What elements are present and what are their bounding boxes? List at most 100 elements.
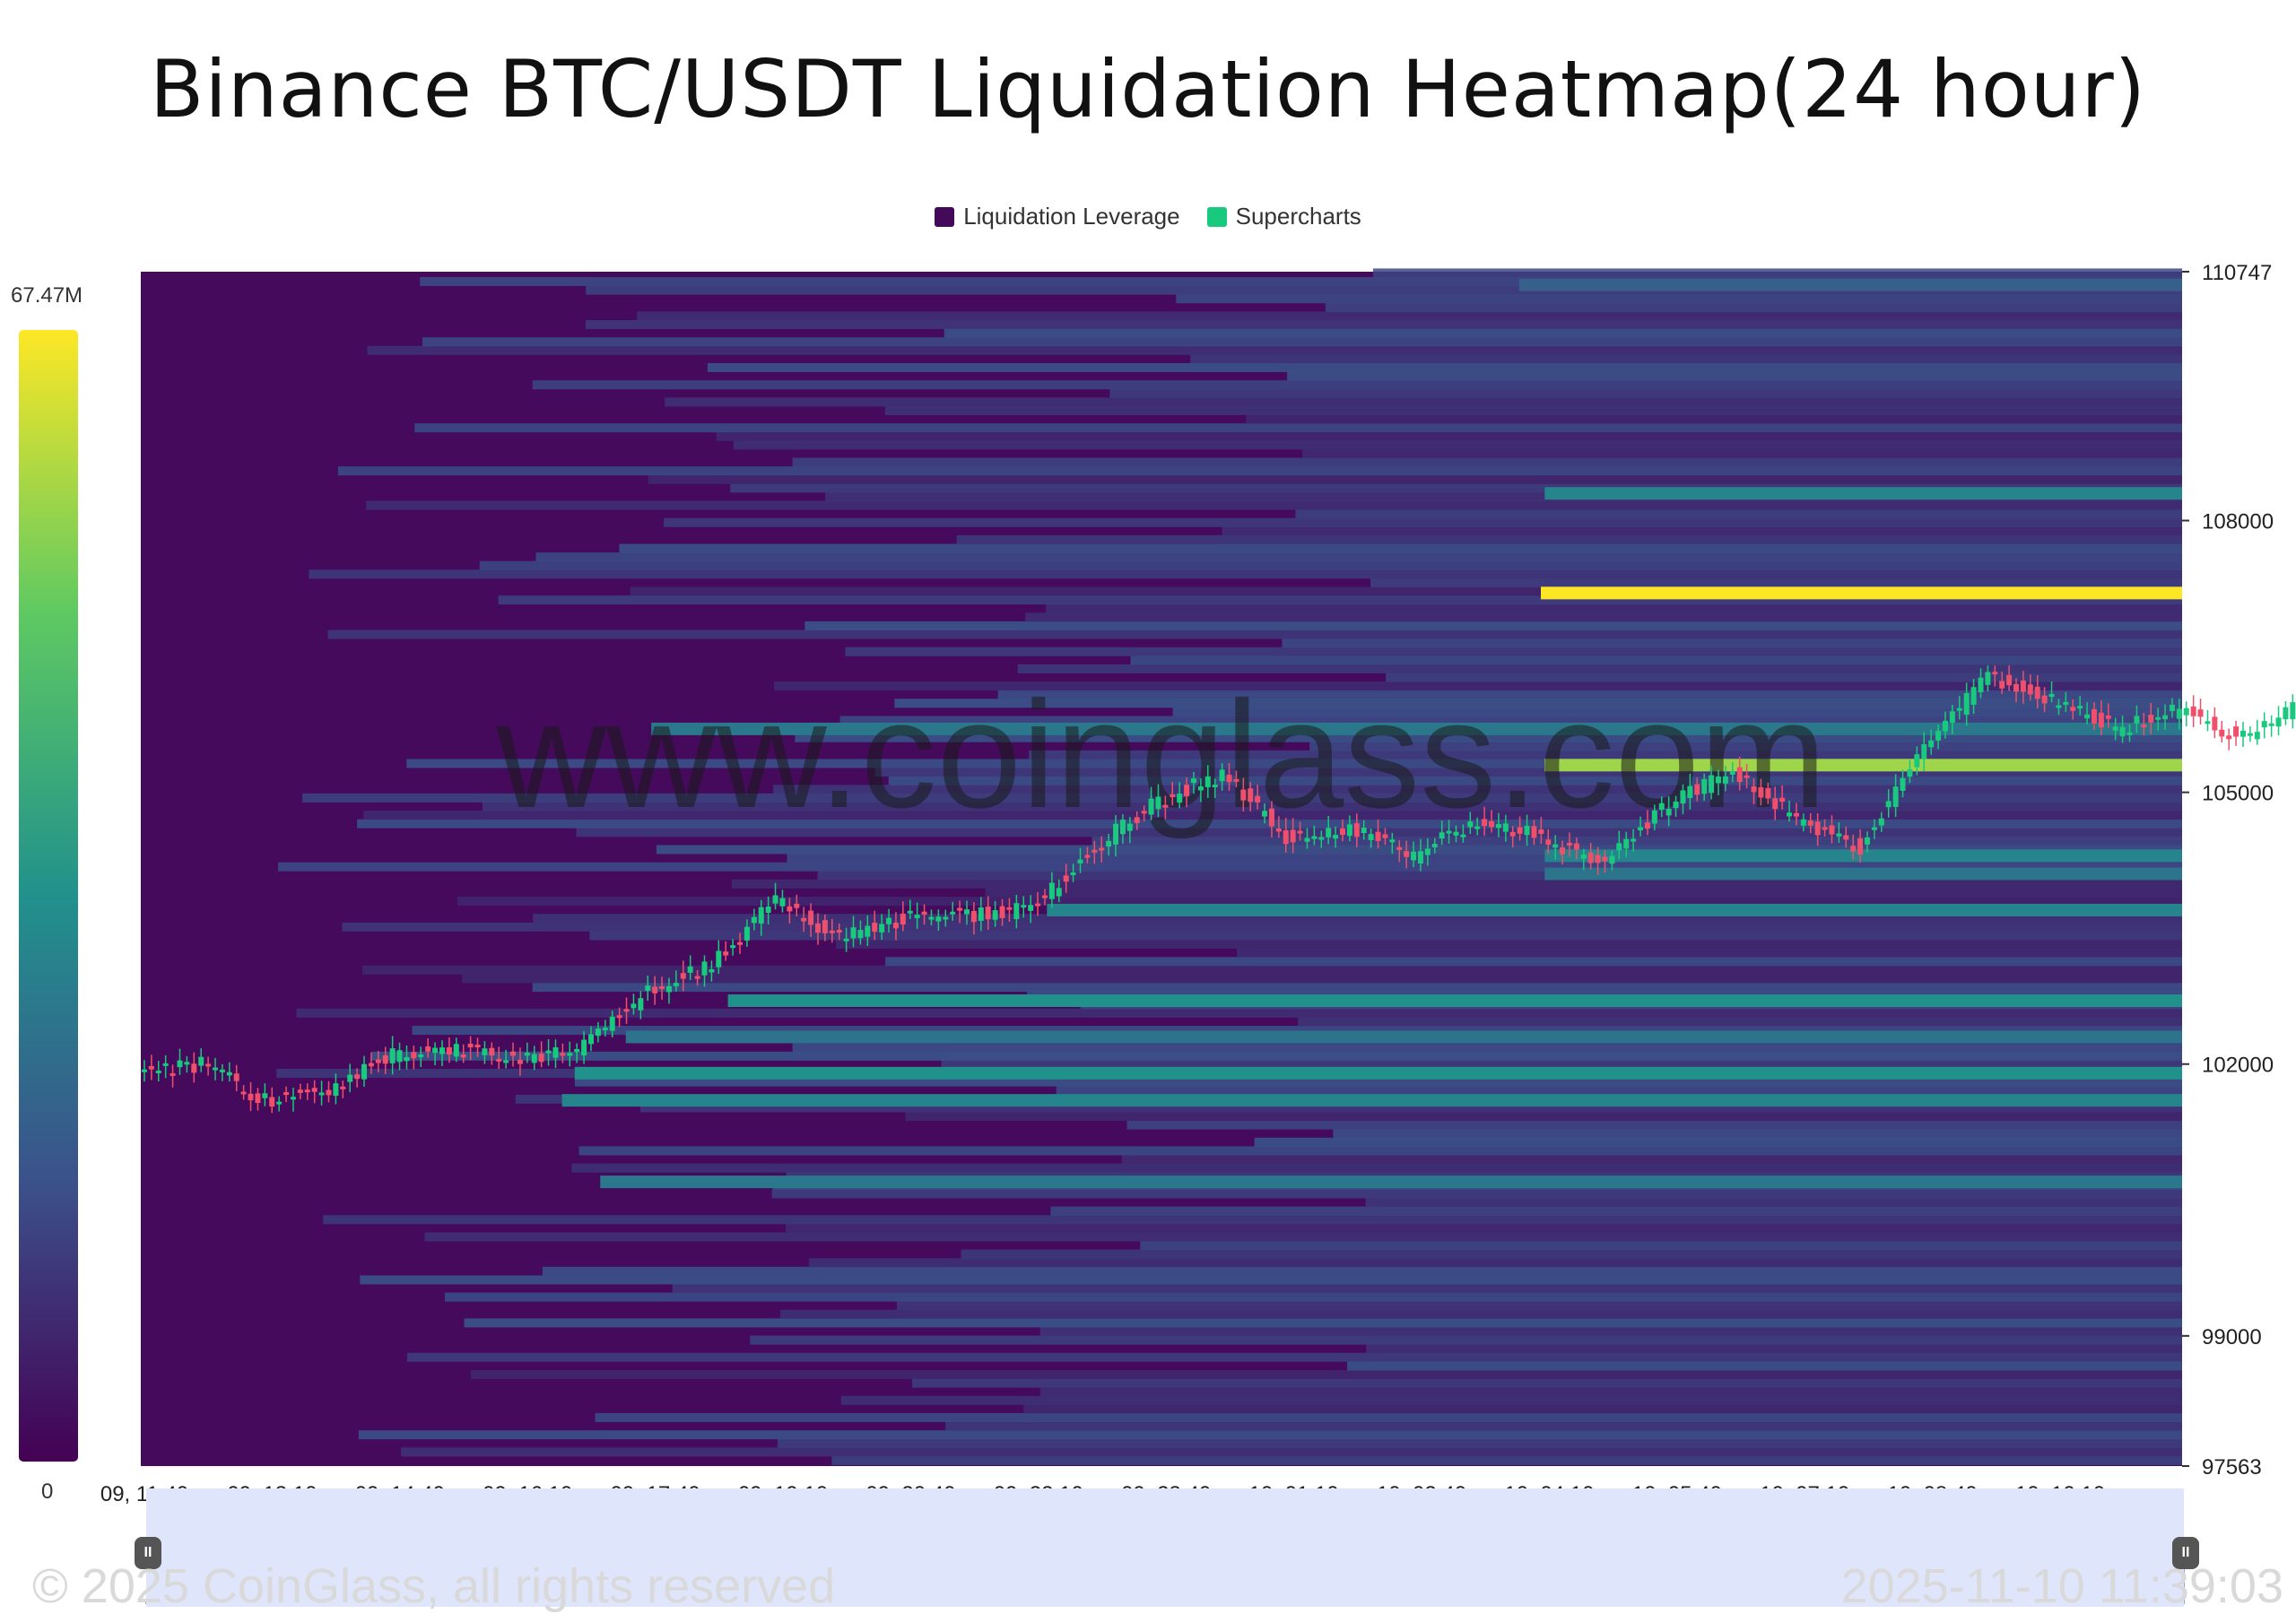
candle [794, 903, 800, 908]
candle [1489, 820, 1495, 828]
heatmap-cell [589, 931, 2183, 941]
heatmap-cell [1126, 1120, 2182, 1130]
candle [545, 1050, 552, 1054]
candle [1871, 827, 1877, 830]
heatmap-cell [997, 690, 2182, 699]
candle [1729, 770, 1735, 775]
candle [155, 1070, 161, 1073]
heatmap-cell [664, 517, 2182, 527]
heatmap-band [574, 1066, 2182, 1080]
candle [1694, 784, 1700, 795]
candle [1638, 827, 1644, 831]
candle [1389, 839, 1396, 843]
colorbar[interactable] [19, 330, 78, 1462]
candle [2091, 708, 2097, 724]
candle [1680, 790, 1686, 804]
candle [340, 1086, 346, 1089]
heatmap-cell [896, 1301, 2182, 1311]
heatmap-cell [1025, 612, 2182, 622]
heatmap-cell [619, 543, 2182, 553]
timestamp-text: 2025-11-10 11:39:03 [1840, 1559, 2283, 1613]
candle [1141, 811, 1147, 814]
candle [992, 910, 998, 920]
candle [425, 1046, 431, 1052]
candle [1836, 833, 1842, 837]
candle [1956, 707, 1962, 711]
candle [659, 985, 665, 989]
heatmap-cell [414, 423, 2182, 433]
candle [1552, 844, 1559, 848]
legend-item-liquidation-leverage[interactable]: Liquidation Leverage [935, 203, 1180, 230]
heatmap-cell [773, 785, 2182, 794]
candle [162, 1063, 169, 1066]
candle [2233, 726, 2239, 737]
candle [1467, 821, 1474, 828]
heatmap-cell [585, 320, 2182, 330]
candle [2226, 735, 2232, 740]
candle [219, 1069, 225, 1072]
candle [1978, 677, 1984, 693]
heatmap-cell [795, 733, 2183, 742]
y-tick-label: 97563 [2202, 1455, 2262, 1480]
candle [865, 925, 871, 937]
heatmap-cell [777, 1438, 2182, 1448]
heatmap-cell [422, 337, 2183, 347]
candle [1248, 788, 1254, 803]
navigator-left-handle[interactable]: II [135, 1537, 161, 1569]
candle [716, 950, 722, 968]
heatmap-cell [1039, 1387, 2182, 1397]
heatmap-cell [1130, 655, 2182, 665]
heatmap-cell [1050, 1206, 2182, 1216]
candle [1099, 847, 1105, 851]
candle [1992, 672, 1998, 675]
candle [1609, 855, 1615, 864]
candle [1106, 840, 1112, 847]
y-tick-label: 102000 [2202, 1054, 2274, 1078]
candle [1758, 786, 1764, 798]
heatmap-cell [1325, 302, 2182, 312]
candle [446, 1047, 452, 1055]
heatmap-cell [445, 1292, 2182, 1302]
candle [411, 1052, 417, 1059]
heatmap-cell [470, 1369, 2182, 1379]
candle [1814, 821, 1821, 836]
candle [1006, 907, 1013, 910]
candle [1346, 824, 1352, 837]
heatmap-cell [464, 1318, 2182, 1328]
candle [1219, 769, 1225, 782]
candle [2126, 732, 2133, 735]
heatmap-cell [905, 1112, 2182, 1122]
candle [1587, 852, 1594, 863]
candle [503, 1060, 509, 1063]
candle [1687, 785, 1693, 798]
candle [1658, 803, 1665, 811]
candle [2077, 706, 2083, 709]
heatmap-band [651, 722, 2183, 735]
candle [1701, 779, 1708, 794]
heatmap-cell [532, 380, 2182, 390]
candle [524, 1053, 530, 1056]
heatmap-cell [1091, 836, 2182, 846]
candle [389, 1048, 396, 1063]
candle [1999, 681, 2005, 689]
heatmap-band [600, 1176, 2182, 1189]
candle [595, 1028, 601, 1037]
candle [701, 961, 708, 976]
time-navigator[interactable] [146, 1488, 2184, 1607]
candle [1942, 720, 1948, 732]
candle [2183, 707, 2189, 716]
candle [482, 1048, 488, 1055]
chart-title: Binance BTC/USDT Liquidation Heatmap(24 … [150, 43, 2146, 135]
navigator-right-handle[interactable]: II [2172, 1537, 2199, 1569]
candle [574, 1048, 580, 1053]
candle [552, 1047, 559, 1058]
candle [1453, 831, 1459, 836]
candle [1035, 903, 1041, 907]
candle [892, 923, 899, 929]
heatmap-cell [1222, 526, 2182, 536]
candle [538, 1053, 544, 1063]
legend-item-supercharts[interactable]: Supercharts [1206, 203, 1361, 230]
candle [184, 1062, 190, 1065]
heatmap-cell [1372, 268, 2182, 278]
